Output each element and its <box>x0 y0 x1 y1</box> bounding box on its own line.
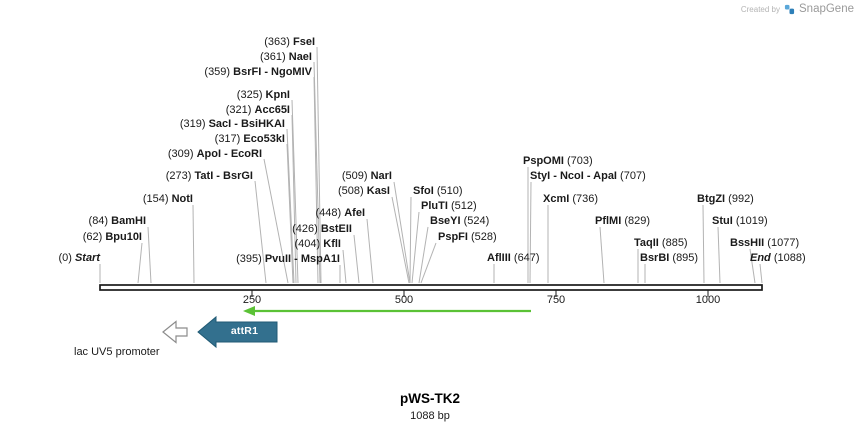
map-length: 1088 bp <box>410 410 450 422</box>
restriction-site-label: (309) ApoI - EcoRI <box>167 148 262 160</box>
restriction-site-label: (395) PvuII - MspA1I <box>236 253 340 265</box>
restriction-site-label: BssHII (1077) <box>730 237 800 249</box>
tick-label-750: 750 <box>546 294 566 306</box>
restriction-site-label: (404) KflI <box>294 238 341 250</box>
restriction-site-label: PspOMI (703) <box>523 155 593 167</box>
restriction-site-label: (154) NotI <box>142 193 193 205</box>
scale-ticks <box>251 290 709 297</box>
map-start-label: (0) Start <box>58 252 100 264</box>
created-by-text: Created by <box>740 4 780 14</box>
attr1-feature-arrow <box>197 315 278 349</box>
restriction-site-label: (319) SacI - BsiHKAI <box>179 118 285 130</box>
tick-label-250: 250 <box>242 294 262 306</box>
restriction-site-label: (321) Acc65I <box>225 104 290 116</box>
restriction-site-label: (426) BstEII <box>292 223 352 235</box>
leader-lines <box>99 46 763 284</box>
tick-label-500: 500 <box>394 294 414 306</box>
promoter-label: lac UV5 promoter <box>74 346 160 358</box>
restriction-site-label: (363) FseI <box>264 36 315 48</box>
snapgene-brand-text: SnapGene <box>799 3 854 15</box>
snapgene-logo-icon <box>784 4 795 14</box>
restriction-site-label: PspFI (528) <box>438 231 497 243</box>
restriction-site-label: (508) KasI <box>338 185 390 197</box>
green-feature-arrow <box>243 306 531 316</box>
map-end-label: End (1088) <box>750 252 806 264</box>
sequence-bar <box>99 284 763 291</box>
restriction-site-label: AflIII (647) <box>487 252 540 264</box>
watermark: Created by SnapGene <box>741 3 854 15</box>
promoter-arrow-icon <box>162 320 188 344</box>
restriction-site-label: PflMI (829) <box>595 215 651 227</box>
restriction-site-label: StyI - NcoI - ApaI (707) <box>530 170 646 182</box>
tick-label-1000: 1000 <box>695 294 721 306</box>
restriction-site-label: (361) NaeI <box>260 51 312 63</box>
restriction-site-label: (448) AfeI <box>315 207 365 219</box>
restriction-site-label: (325) KpnI <box>236 89 290 101</box>
restriction-site-label: BsrBI (895) <box>640 252 699 264</box>
restriction-site-label: StuI (1019) <box>712 215 768 227</box>
map-title: pWS-TK2 <box>400 391 460 406</box>
restriction-site-label: PluTI (512) <box>421 200 477 212</box>
restriction-site-label: (62) Bpu10I <box>82 231 142 243</box>
restriction-site-label: (317) Eco53kI <box>214 133 285 145</box>
restriction-site-label: BseYI (524) <box>430 215 490 227</box>
restriction-site-label: TaqII (885) <box>634 237 688 249</box>
restriction-site-label: XcmI (736) <box>543 193 599 205</box>
restriction-site-label: SfoI (510) <box>413 185 463 197</box>
restriction-site-label: (84) BamHI <box>88 215 146 227</box>
attr1-feature-label: attR1 <box>230 325 259 337</box>
restriction-site-label: (509) NarI <box>341 170 392 182</box>
restriction-site-label: (359) BsrFI - NgoMIV <box>204 66 312 78</box>
restriction-site-label: BtgZI (992) <box>697 193 754 205</box>
restriction-site-label: (273) TatI - BsrGI <box>165 170 253 182</box>
